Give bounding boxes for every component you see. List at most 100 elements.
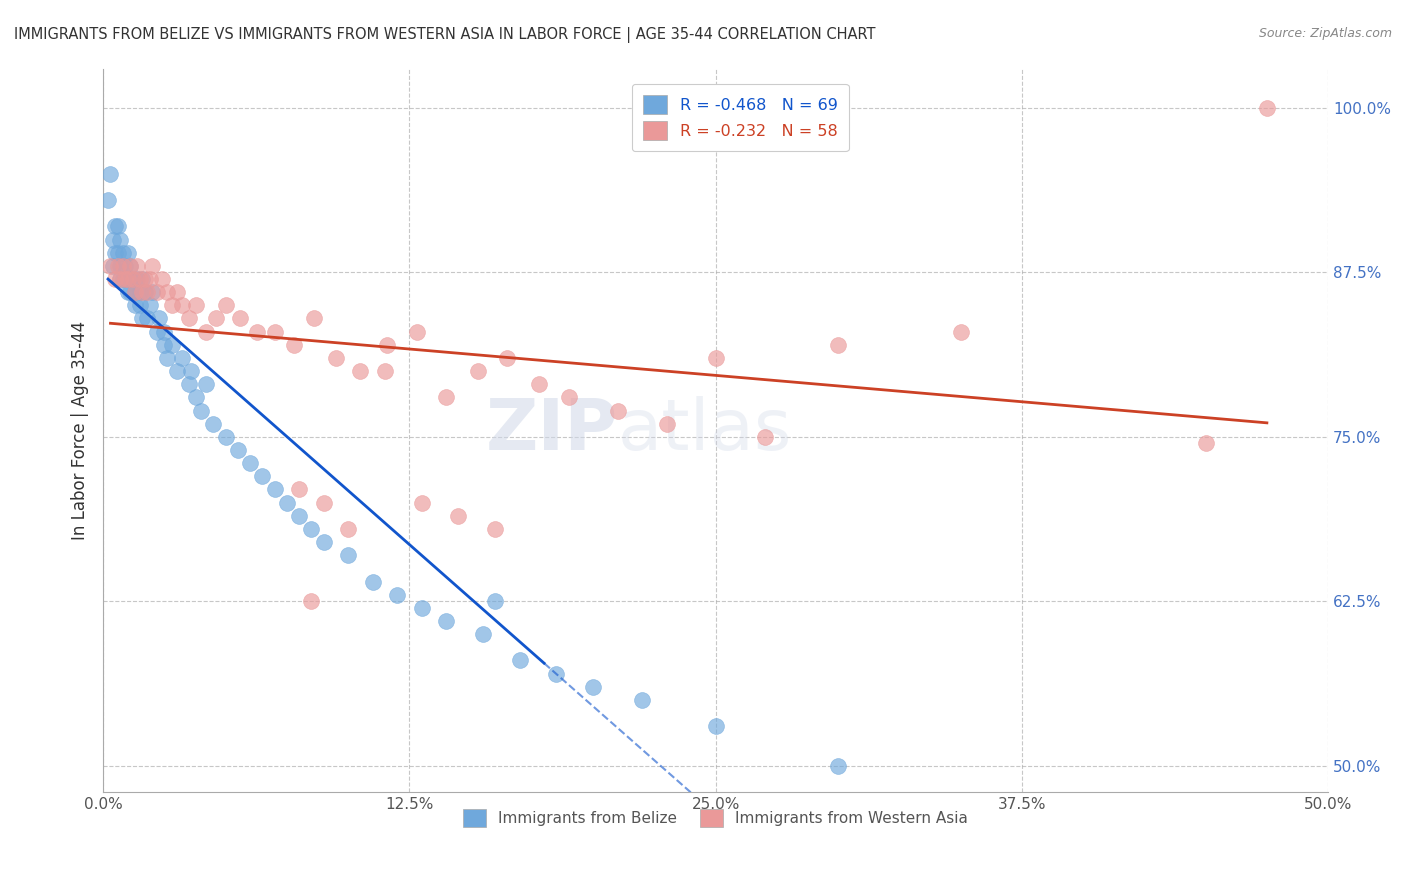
Point [110, 233, 132, 247]
Point [434, 614, 457, 628]
Point [337, 548, 360, 562]
Point [128, 298, 150, 312]
Point [166, 364, 188, 378]
Point [104, 272, 127, 286]
Point [100, 259, 122, 273]
Point [312, 535, 335, 549]
Point [195, 377, 218, 392]
Point [156, 285, 179, 299]
Point [124, 298, 146, 312]
Point [110, 272, 132, 286]
Point [434, 390, 457, 404]
Point [121, 272, 143, 286]
Point [136, 285, 159, 299]
Point [124, 285, 146, 299]
Point [246, 325, 269, 339]
Point [195, 325, 218, 339]
Point [107, 259, 129, 273]
Point [374, 364, 396, 378]
Point [263, 483, 285, 497]
Point [631, 693, 654, 707]
Point [186, 390, 208, 404]
Point [606, 403, 628, 417]
Point [136, 311, 159, 326]
Y-axis label: In Labor Force | Age 35-44: In Labor Force | Age 35-44 [72, 321, 89, 540]
Point [120, 285, 142, 299]
Point [128, 272, 150, 286]
Point [405, 325, 427, 339]
Point [146, 285, 169, 299]
Point [529, 377, 551, 392]
Point [655, 417, 678, 431]
Point [148, 311, 170, 326]
Point [411, 495, 433, 509]
Point [111, 259, 134, 273]
Point [582, 680, 605, 694]
Point [153, 337, 176, 351]
Point [180, 364, 202, 378]
Point [202, 417, 225, 431]
Point [107, 245, 129, 260]
Point [557, 390, 579, 404]
Point [141, 285, 163, 299]
Point [160, 298, 183, 312]
Point [131, 311, 153, 326]
Point [146, 325, 169, 339]
Point [496, 351, 519, 365]
Point [312, 495, 335, 509]
Point [101, 233, 124, 247]
Point [127, 259, 149, 273]
Point [509, 653, 531, 667]
Point [128, 285, 150, 299]
Point [114, 272, 136, 286]
Point [263, 325, 285, 339]
Point [124, 285, 146, 299]
Point [156, 351, 179, 365]
Point [190, 403, 212, 417]
Point [107, 219, 129, 234]
Text: IMMIGRANTS FROM BELIZE VS IMMIGRANTS FROM WESTERN ASIA IN LABOR FORCE | AGE 35-4: IMMIGRANTS FROM BELIZE VS IMMIGRANTS FRO… [14, 27, 876, 43]
Point [114, 272, 136, 286]
Point [117, 272, 139, 286]
Point [471, 627, 494, 641]
Point [141, 259, 163, 273]
Point [101, 259, 124, 273]
Point [170, 351, 193, 365]
Point [704, 351, 727, 365]
Point [288, 483, 311, 497]
Point [546, 666, 568, 681]
Point [117, 285, 139, 299]
Point [166, 285, 188, 299]
Point [131, 285, 153, 299]
Point [100, 167, 122, 181]
Point [288, 508, 311, 523]
Text: atlas: atlas [617, 396, 792, 465]
Point [337, 522, 360, 536]
Point [1194, 436, 1216, 450]
Point [117, 272, 139, 286]
Point [186, 298, 208, 312]
Point [226, 442, 249, 457]
Point [299, 522, 322, 536]
Point [1256, 101, 1278, 115]
Point [104, 219, 127, 234]
Point [160, 337, 183, 351]
Point [134, 285, 156, 299]
Point [214, 430, 236, 444]
Point [150, 272, 173, 286]
Point [827, 758, 849, 772]
Point [949, 325, 972, 339]
Point [170, 298, 193, 312]
Point [375, 337, 398, 351]
Point [325, 351, 347, 365]
Point [97, 193, 120, 207]
Point [134, 272, 156, 286]
Point [276, 495, 298, 509]
Point [827, 337, 849, 351]
Point [131, 272, 153, 286]
Point [177, 311, 200, 326]
Point [120, 259, 142, 273]
Point [302, 311, 325, 326]
Point [299, 594, 322, 608]
Point [110, 259, 132, 273]
